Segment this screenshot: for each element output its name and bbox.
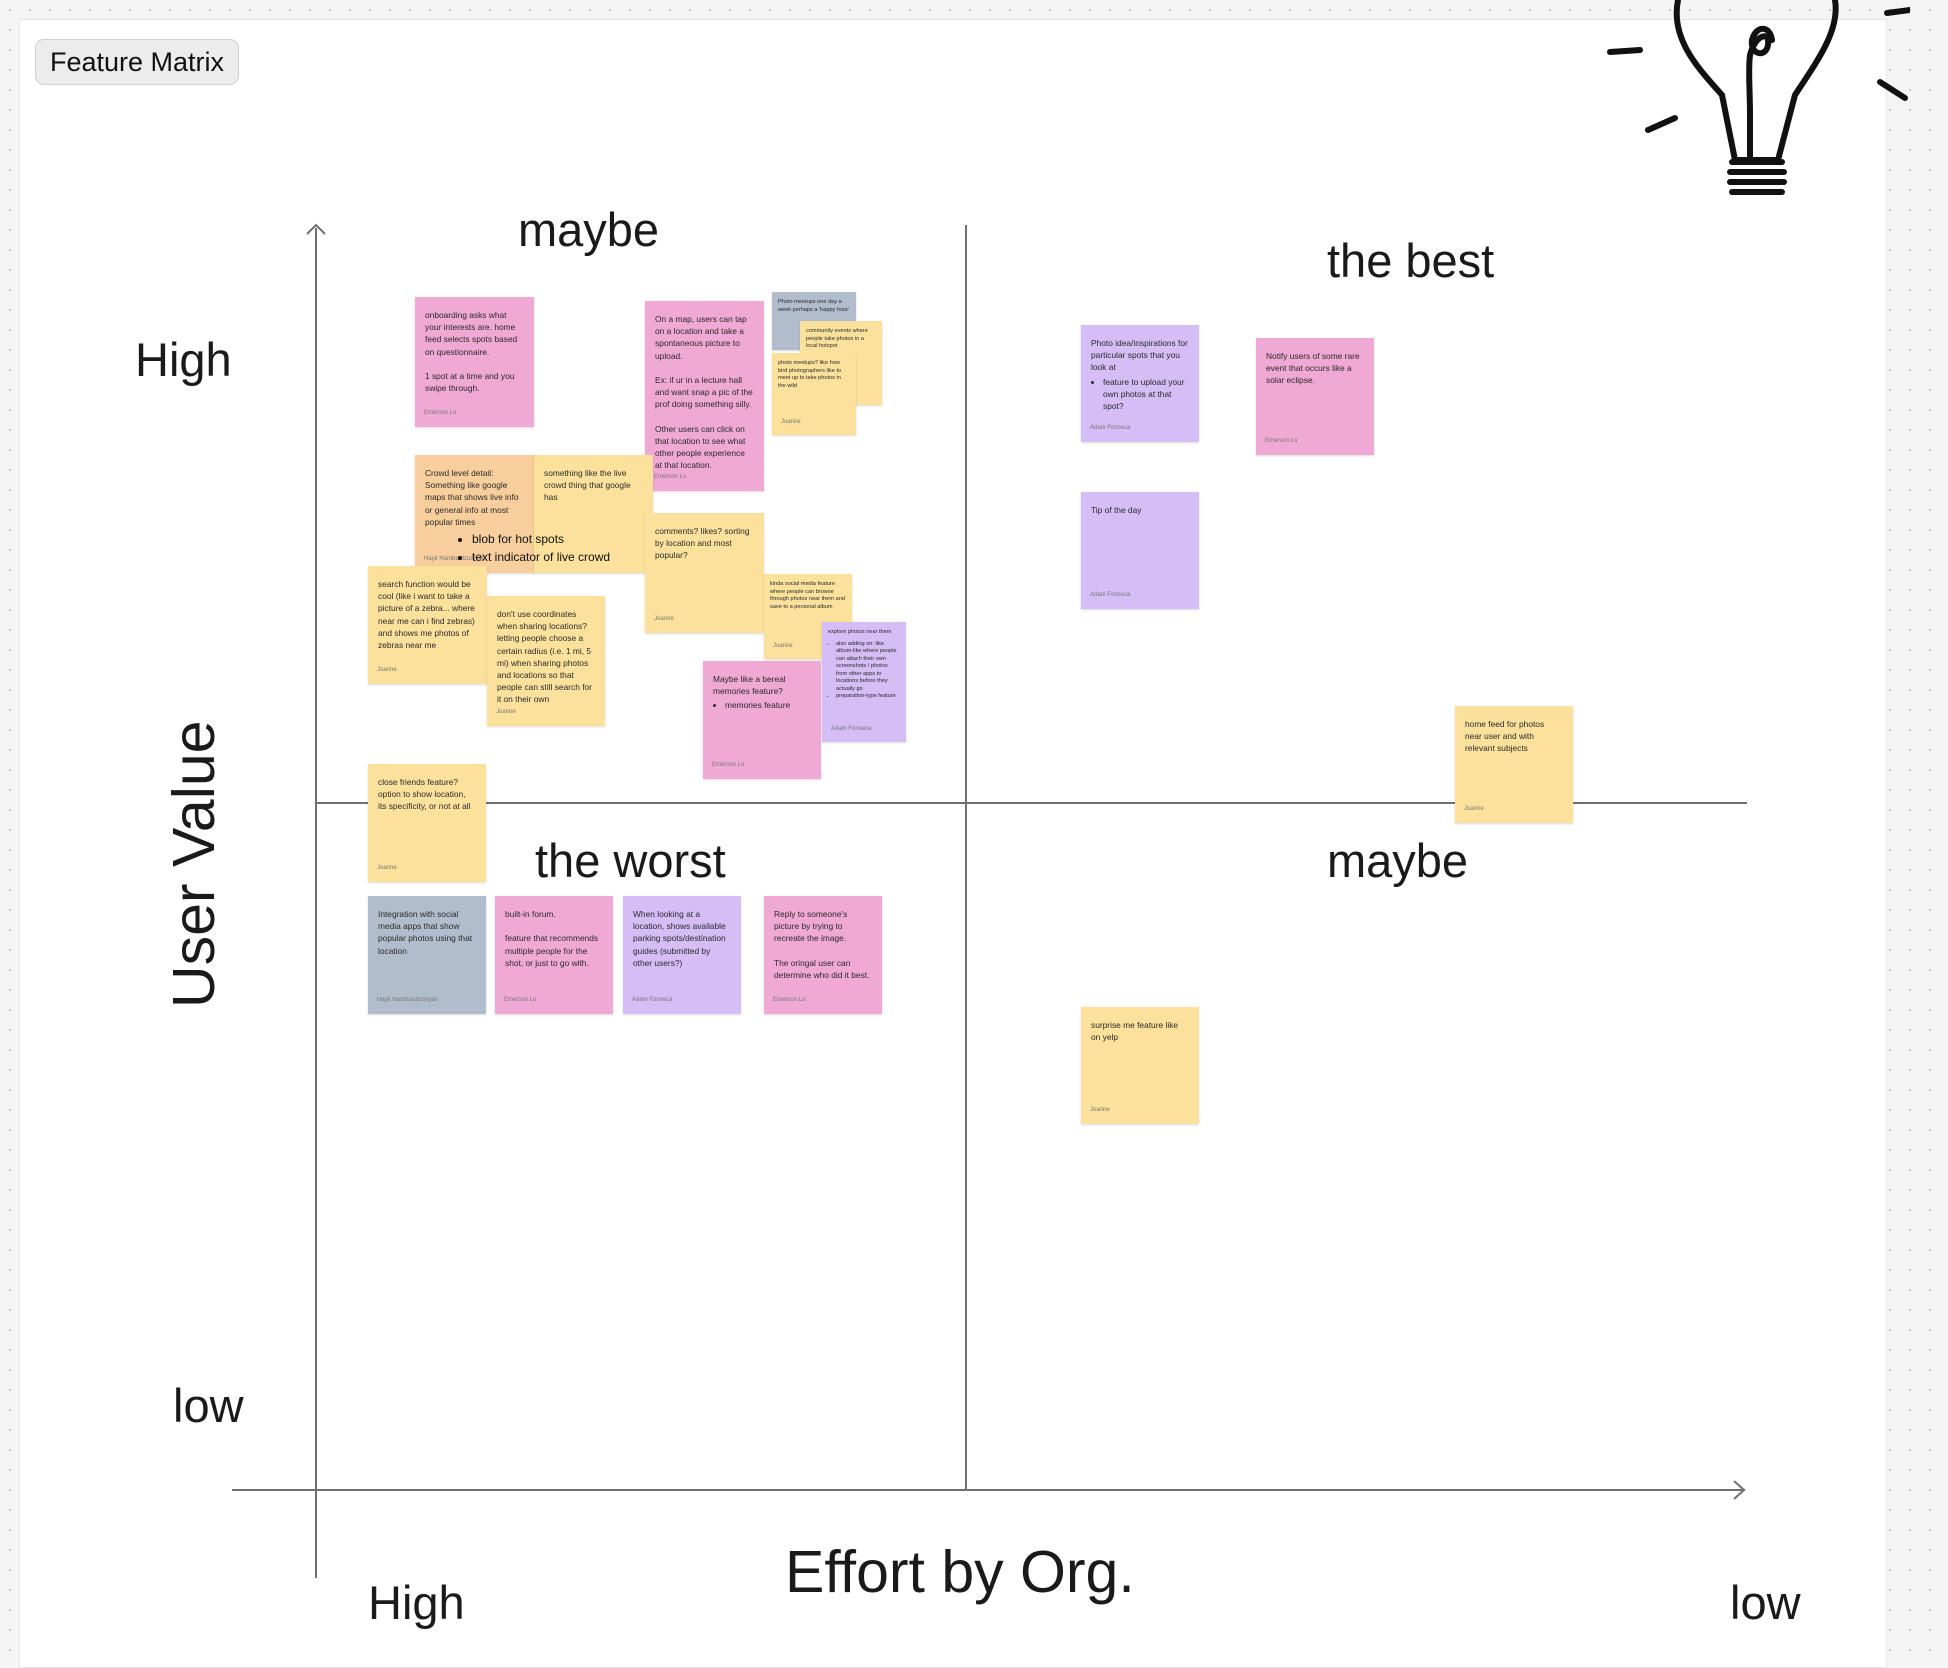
- sticky-text: explore photos near them: [828, 629, 892, 635]
- sticky-note-recreate[interactable]: Reply to someone's picture by trying to …: [764, 896, 882, 1014]
- sticky-text: Integration with social media apps that …: [378, 909, 473, 956]
- sticky-note-live-crowd[interactable]: something like the live crowd thing that…: [534, 455, 653, 573]
- sticky-note-surprise-me[interactable]: surprise me feature like on yelp Joanne: [1081, 1007, 1199, 1124]
- sticky-author: Hayk Hambardzumyan: [424, 556, 486, 563]
- sticky-note-map-tap[interactable]: On a map, users can tap on a location an…: [645, 301, 764, 491]
- sticky-note-integration[interactable]: Integration with social media apps that …: [368, 896, 486, 1014]
- sticky-note-parking[interactable]: When looking at a location, shows availa…: [623, 896, 741, 1014]
- x-high-label: High: [368, 1576, 465, 1629]
- quadrant-bottom-left-title: the worst: [535, 834, 726, 887]
- sticky-bullets: feature to upload your own photos at tha…: [1103, 376, 1189, 413]
- y-low-label: low: [173, 1379, 244, 1432]
- lightbulb-drawing: [1607, 0, 1910, 195]
- sticky-author: Emerson Lo: [773, 997, 806, 1004]
- sticky-author: Joanne: [781, 418, 801, 425]
- sticky-note-coordinates[interactable]: don't use coordinates when sharing locat…: [487, 596, 605, 726]
- sticky-text: Reply to someone's picture by trying to …: [774, 909, 870, 980]
- sticky-note-tip-of-the-day[interactable]: Tip of the day Adam Fonseca: [1081, 492, 1199, 609]
- x-axis-arrowhead: [1733, 1480, 1746, 1500]
- sticky-note-home-feed[interactable]: home feed for photos near user and with …: [1455, 706, 1573, 823]
- sticky-text: kinda social media feature where people …: [770, 581, 845, 610]
- sticky-text: something like the live crowd thing that…: [544, 468, 631, 503]
- list-item: feature to upload your own photos at tha…: [1103, 376, 1189, 413]
- sticky-note-solar-eclipse[interactable]: Notify users of some rare event that occ…: [1256, 338, 1374, 455]
- horizontal-divider: [315, 802, 1747, 804]
- sticky-author: Joanne: [1090, 1107, 1110, 1114]
- sticky-text: comments? likes? sorting by location and…: [655, 526, 750, 561]
- quadrant-bottom-right-title: maybe: [1327, 834, 1469, 887]
- x-axis-title: Effort by Org.: [785, 1539, 1135, 1605]
- sticky-bullets: memories feature: [725, 699, 811, 711]
- sticky-author: Joanne: [773, 642, 793, 649]
- x-axis-line: [232, 1489, 1745, 1491]
- sticky-note-photo-meetups-yellow[interactable]: photo meetups? like how bird photographe…: [772, 353, 856, 435]
- sticky-note-close-friends[interactable]: close friends feature? option to show lo…: [368, 764, 486, 882]
- sticky-note-photos-near-them[interactable]: explore photos near them also adding on:…: [822, 622, 906, 742]
- list-item: also adding on: like album-like where pe…: [836, 641, 900, 694]
- sticky-text: built-in forum. feature that recommends …: [505, 909, 599, 968]
- list-item: preparation-type feature: [836, 693, 900, 701]
- list-item: text indicator of live crowd: [472, 548, 672, 566]
- sticky-author: Emerson Lo: [712, 762, 745, 769]
- frame-label[interactable]: Feature Matrix: [35, 39, 240, 85]
- sticky-note-bereal[interactable]: Maybe like a bereal memories feature? me…: [703, 661, 821, 779]
- sticky-text: search function would be cool (like i wa…: [378, 579, 475, 650]
- sticky-text: photo meetups? like how bird photographe…: [778, 360, 842, 389]
- y-axis-line: [315, 228, 317, 1578]
- sticky-author: Adam Fonseca: [831, 725, 872, 732]
- sticky-text: surprise me feature like on yelp: [1091, 1020, 1179, 1043]
- feature-matrix-frame[interactable]: [19, 19, 1887, 1668]
- quadrant-top-left-title: maybe: [518, 203, 660, 256]
- y-axis-title: User Value: [161, 720, 227, 1008]
- sticky-text: Crowd level detail: Something like googl…: [425, 468, 519, 527]
- sticky-note-onboarding[interactable]: onboarding asks what your interests are.…: [415, 297, 534, 427]
- sticky-author: Joanne: [1464, 806, 1484, 813]
- sticky-note-comments-likes[interactable]: comments? likes? sorting by location and…: [645, 513, 764, 633]
- sticky-author: Emerson Lo: [1265, 438, 1298, 445]
- sticky-text: onboarding asks what your interests are.…: [425, 310, 518, 394]
- sticky-text: Photo idea/inspirations for particular s…: [1091, 338, 1188, 373]
- x-low-label: low: [1730, 1576, 1801, 1629]
- sticky-note-search-function[interactable]: search function would be cool (like i wa…: [368, 566, 487, 684]
- y-axis-arrowhead: [306, 223, 326, 235]
- sticky-author: Joanne: [377, 667, 397, 674]
- y-high-label: High: [135, 333, 232, 386]
- vertical-divider: [965, 225, 967, 1490]
- sticky-text: Photo meetups one day a week perhaps a '…: [778, 299, 850, 313]
- sticky-author: Joanne: [654, 616, 674, 623]
- sticky-author: Adam Fonseca: [632, 997, 673, 1004]
- sticky-text: community events where people take photo…: [806, 328, 868, 350]
- sticky-bullets: also adding on: like album-like where pe…: [836, 641, 900, 701]
- sticky-note-photo-idea[interactable]: Photo idea/inspirations for particular s…: [1081, 325, 1199, 442]
- sticky-author: Adam Fonseca: [1090, 425, 1131, 432]
- sticky-note-forum[interactable]: built-in forum. feature that recommends …: [495, 896, 613, 1014]
- sticky-author: Emerson Lo: [504, 997, 537, 1004]
- sticky-author: Adam Fonseca: [1090, 592, 1131, 599]
- sticky-text: don't use coordinates when sharing locat…: [497, 609, 592, 705]
- sticky-text: On a map, users can tap on a location an…: [655, 314, 753, 471]
- list-item: blob for hot spots: [472, 530, 672, 548]
- sticky-author: Joanne: [377, 865, 397, 872]
- sticky-author: Joanne: [496, 709, 516, 716]
- quadrant-top-right-title: the best: [1327, 234, 1495, 287]
- sticky-text: Notify users of some rare event that occ…: [1266, 351, 1360, 386]
- sticky-author: Emerson Lo: [424, 410, 457, 417]
- sticky-text: When looking at a location, shows availa…: [633, 909, 726, 968]
- sticky-text: home feed for photos near user and with …: [1465, 719, 1545, 754]
- sticky-text: Tip of the day: [1091, 505, 1142, 515]
- list-item: memories feature: [725, 699, 811, 711]
- sticky-text: close friends feature? option to show lo…: [378, 777, 471, 812]
- sticky-text: Maybe like a bereal memories feature?: [713, 674, 786, 697]
- sticky-author: Hayk Hambardzumyan: [377, 997, 439, 1004]
- sticky-author: Emerson Lo: [654, 474, 687, 481]
- crowd-bullets-list: blob for hot spots text indicator of liv…: [458, 530, 672, 566]
- sticky-note-crowd-level[interactable]: Crowd level detail: Something like googl…: [415, 455, 535, 573]
